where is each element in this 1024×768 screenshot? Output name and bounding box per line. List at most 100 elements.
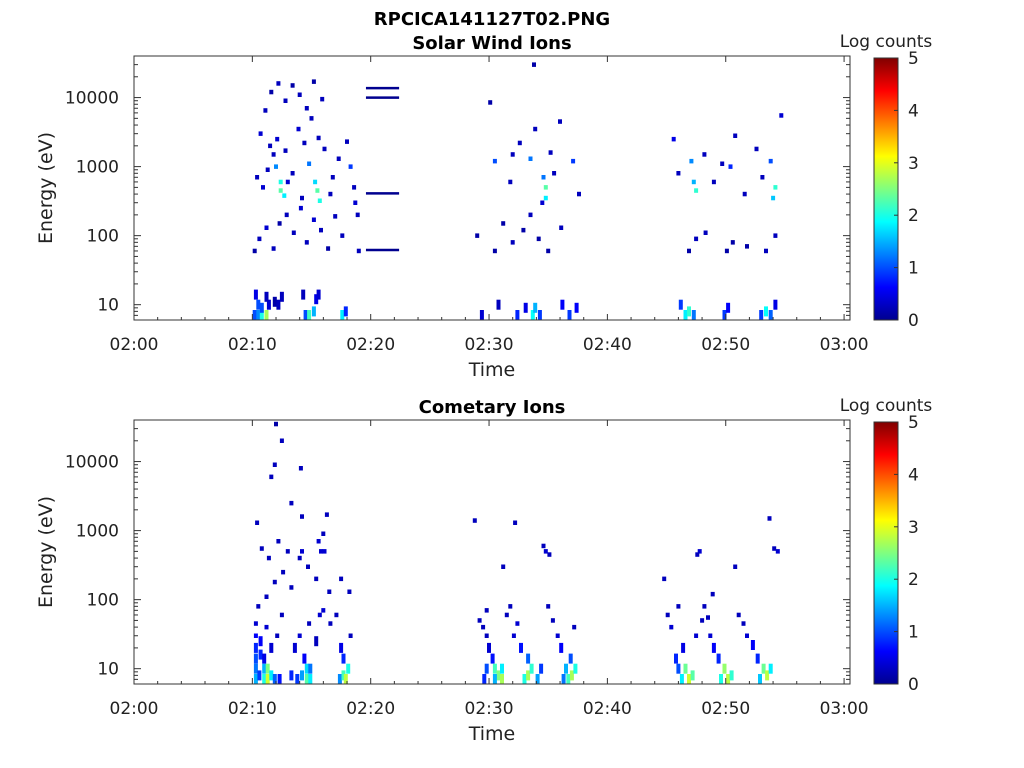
heatmap-cell: [510, 152, 515, 157]
y-tick-label: 10000: [65, 453, 119, 473]
heatmap-cell: [264, 291, 269, 302]
heatmap-cell: [535, 674, 540, 684]
heatmap-cell: [253, 674, 258, 684]
heatmap-cell: [262, 663, 267, 674]
heatmap-cell: [550, 618, 555, 623]
heatmap-cell: [501, 564, 506, 569]
heatmap-cell: [726, 674, 731, 684]
heatmap-cell: [282, 193, 287, 198]
heatmap-cell: [272, 462, 277, 467]
heatmap-cell: [482, 674, 487, 684]
heatmap-cell: [568, 653, 573, 664]
heatmap-cell: [292, 642, 297, 653]
heatmap-cell: [665, 612, 670, 618]
heatmap-cell: [758, 674, 762, 684]
heatmap-cell: [733, 133, 738, 138]
heatmap-cell: [540, 200, 545, 205]
heatmap-cell: [496, 299, 501, 310]
heatmap-cell: [679, 674, 684, 684]
heatmap-cell: [674, 653, 678, 664]
panel-solar-wind-ions: Solar Wind Ions 02:00 02:10 02:20 02:30 02:4…: [35, 32, 932, 381]
heatmap-cell: [343, 306, 348, 317]
heatmap-cell: [284, 212, 289, 218]
plot-lines: [365, 86, 400, 252]
heatmap-cell: [671, 136, 676, 142]
heatmap-cell: [264, 594, 269, 599]
y-tick-label: 1000: [76, 158, 119, 178]
heatmap-cell: [687, 248, 691, 254]
heatmap-cell: [695, 552, 700, 557]
x-tick-label: 02:40: [583, 335, 632, 355]
heatmap-cell: [691, 310, 696, 320]
heatmap-cell: [694, 633, 699, 638]
heatmap-cell: [492, 248, 497, 254]
y-axis-ticks: 10 100 1000 10000: [65, 55, 850, 321]
heatmap-cell: [492, 158, 497, 164]
heatmap-cell: [662, 576, 667, 582]
heatmap-cell: [289, 500, 294, 506]
heatmap-cell: [307, 161, 312, 166]
heatmap-cell: [510, 240, 515, 245]
heatmap-cell: [689, 158, 694, 164]
heatmap-cell: [764, 248, 768, 254]
heatmap-cell: [311, 217, 316, 222]
heatmap-cell: [475, 233, 480, 238]
heatmap-cell: [274, 421, 278, 427]
heatmap-cell: [521, 227, 526, 233]
heatmap-cell: [719, 674, 723, 684]
heatmap-cell: [277, 674, 282, 684]
heatmap-cell: [508, 604, 513, 609]
heatmap-cell: [559, 642, 564, 653]
heatmap-cell: [517, 140, 522, 146]
heatmap-cell: [708, 633, 713, 638]
heatmap-cell: [543, 185, 548, 190]
heatmap-cell: [252, 310, 257, 320]
heatmap-cell: [302, 653, 307, 664]
heatmap-cell: [311, 79, 316, 84]
colorbar-tick-label: 1: [908, 623, 919, 643]
heatmap-cell: [754, 146, 759, 152]
heatmap-cell: [532, 62, 536, 67]
colorbar-tick-label: 3: [908, 518, 919, 538]
heatmap-cell: [328, 621, 333, 626]
heatmap-cell: [269, 89, 274, 95]
heatmap-cell: [771, 195, 776, 201]
heatmap-cell: [343, 674, 348, 684]
heatmap-cell: [334, 612, 339, 618]
colorbar-tick-label: 0: [908, 311, 919, 331]
heatmap-cell: [541, 543, 546, 549]
heatmap-cell: [309, 116, 314, 121]
heatmap-cell: [678, 299, 683, 310]
y-tick-label: 1000: [76, 522, 119, 542]
heatmap-cell: [543, 195, 548, 201]
colorbar-tick-label: 4: [908, 101, 919, 121]
heatmap-cell: [275, 633, 280, 638]
heatmap-cell: [290, 83, 295, 88]
heatmap-cell: [477, 618, 482, 623]
heatmap-cell: [316, 539, 321, 544]
heatmap-cell: [765, 670, 770, 681]
heatmap-cell: [706, 615, 710, 620]
heatmap-cell: [340, 310, 345, 320]
heatmap-cell: [515, 621, 520, 626]
heatmap-cell: [296, 126, 301, 132]
heatmap-cell: [268, 143, 273, 149]
heatmap-cell: [304, 106, 309, 111]
x-tick-label: 02:00: [110, 699, 159, 719]
heatmap-cell: [533, 126, 538, 132]
x-tick-label: 02:10: [228, 699, 277, 719]
heatmap-cell: [484, 633, 489, 638]
heatmap-cell: [564, 663, 568, 674]
heatmap-cell: [313, 179, 318, 185]
heatmap-cell: [760, 175, 765, 180]
heatmap-cell: [339, 642, 344, 653]
heatmap-cell: [297, 555, 302, 561]
heatmap-cell: [759, 310, 764, 320]
y-tick-label: 10: [97, 296, 119, 316]
heatmap-cell: [274, 164, 278, 169]
x-axis-label: Time: [468, 359, 516, 381]
heatmap-cell: [322, 549, 327, 554]
heatmap-cell: [317, 612, 322, 618]
heatmap-cell: [745, 244, 749, 249]
